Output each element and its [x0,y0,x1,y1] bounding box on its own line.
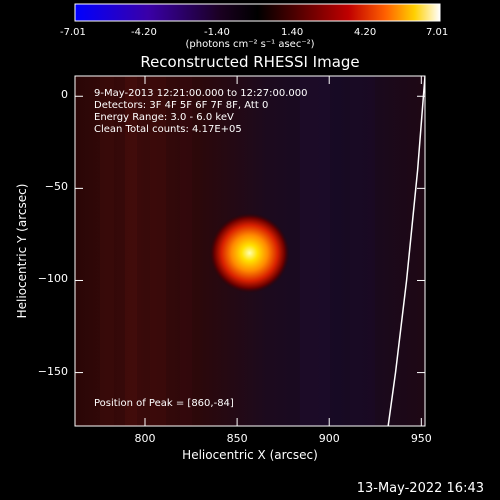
plot-frame [74,75,426,427]
x-tick-label: 800 [134,432,156,445]
colorbar-unit-label: (photons cm⁻² s⁻¹ asec⁻²) [185,39,315,50]
x-axis-title: Heliocentric X (arcsec) [182,448,318,462]
colorbar-tick-0: -7.01 [60,27,86,38]
annotation-energy-range: Energy Range: 3.0 - 6.0 keV [94,112,234,123]
chart-title: Reconstructed RHESSI Image [140,53,360,71]
y-tick-label: −50 [44,180,68,194]
y-tick-label: −150 [37,364,68,378]
footer-timestamp: 13-May-2022 16:43 [356,481,484,496]
colorbar [74,3,441,22]
heatmap-image [75,76,425,426]
annotation-time-range: 9-May-2013 12:21:00.000 to 12:27:00.000 [94,88,308,99]
y-ticks [75,95,425,374]
x-tick-label: 850 [226,432,248,445]
colorbar-tick-2: -1.40 [204,27,230,38]
colorbar-tick-4: 4.20 [354,27,377,38]
x-tick-label: 950 [410,432,432,445]
annotation-total-counts: Clean Total counts: 4.17E+05 [94,124,242,135]
x-tick-label: 900 [318,432,340,445]
colorbar-tick-5: 7.01 [426,27,449,38]
annotation-detectors: Detectors: 3F 4F 5F 6F 7F 8F, Att 0 [94,100,269,111]
x-ticks [144,76,422,426]
colorbar-tick-1: -4.20 [131,27,157,38]
flare-source [209,213,290,293]
y-axis-title: Heliocentric Y (arcsec) [15,183,29,319]
solar-limb [387,76,425,426]
y-tick-label: −100 [37,272,68,286]
peak-position-label: Position of Peak = [860,-84] [94,398,234,409]
y-tick-label: 0 [61,88,68,102]
colorbar-tick-3: 1.40 [281,27,304,38]
